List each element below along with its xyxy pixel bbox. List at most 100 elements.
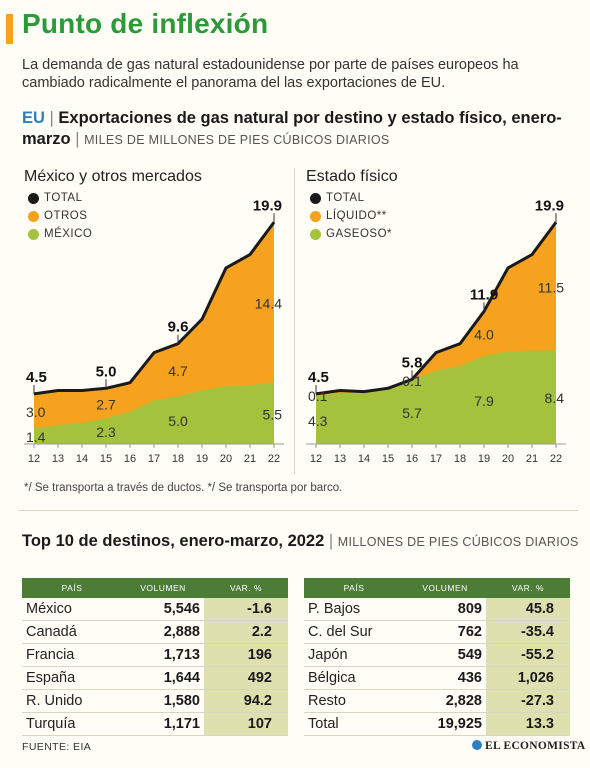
x-tick-label: 21 [526, 453, 538, 465]
table-title-divider: | [328, 532, 334, 550]
unit-divider: | [75, 130, 80, 148]
brand-logo: EL ECONOMISTA [472, 740, 586, 752]
x-tick-label: 17 [148, 453, 160, 465]
x-tick-label: 22 [550, 453, 562, 465]
x-tick-label: 20 [502, 453, 514, 465]
area-series-2 [316, 350, 556, 444]
brand-name: EL ECONOMISTA [485, 740, 586, 752]
title-divider: | [49, 109, 54, 127]
x-tick-label: 12 [310, 453, 322, 465]
data-label: 2.3 [96, 424, 116, 440]
table-row: C. del Sur 762 -35.4 [304, 620, 570, 644]
x-tick-label: 21 [244, 453, 256, 465]
legend-dot-gaseoso [310, 228, 321, 240]
legend-dot-mexico [28, 228, 39, 240]
cell-pais: P. Bajos [304, 598, 404, 621]
cell-var: 1,026 [486, 666, 570, 690]
x-tick-label: 17 [430, 453, 442, 465]
cell-volumen: 2,888 [122, 620, 204, 644]
table-row: Turquía 1,171 107 [22, 712, 288, 736]
cell-pais: C. del Sur [304, 620, 404, 644]
data-label: 5.0 [96, 363, 117, 380]
data-label: 4.5 [26, 369, 47, 386]
data-label: 4.3 [308, 413, 328, 429]
total-line [33, 221, 276, 396]
cell-pais: Canadá [22, 620, 122, 644]
col-header-pais: PAÍS [22, 578, 122, 598]
cell-var: 492 [204, 666, 288, 690]
col-header-volumen: VOLUMEN [122, 578, 204, 598]
x-tick-label: 14 [76, 453, 88, 465]
x-tick-label: 15 [100, 453, 112, 465]
section-title: EU | Exportaciones de gas natural por de… [22, 108, 582, 151]
table-row: Canadá 2,888 2.2 [22, 620, 288, 644]
x-tick-label: 18 [454, 453, 466, 465]
x-tick-label: 19 [478, 453, 490, 465]
legend-mexico: MÉXICO [28, 228, 92, 240]
legend-label: TOTAL [44, 192, 83, 204]
data-label: 14.4 [255, 295, 282, 311]
cell-volumen: 5,546 [122, 598, 204, 621]
cell-pais: Japón [304, 643, 404, 667]
legend-label: GASEOSO* [326, 228, 392, 240]
x-tick-label: 16 [124, 453, 136, 465]
cell-var: -55.2 [486, 643, 570, 667]
x-tick-label: 15 [382, 453, 394, 465]
table-row: España 1,644 492 [22, 666, 288, 690]
title-accent-bar [6, 14, 13, 44]
table-row: R. Unido 1,580 94.2 [22, 689, 288, 713]
data-label: 0.1 [308, 388, 328, 404]
cell-volumen: 1,171 [122, 712, 204, 736]
data-label: 4.7 [168, 363, 188, 379]
table-row: Resto 2,828 -27.3 [304, 689, 570, 713]
legend-total: TOTAL [310, 192, 392, 204]
data-label: 4.5 [308, 369, 329, 386]
cell-volumen: 19,925 [404, 712, 486, 736]
data-label: 8.4 [545, 390, 565, 406]
legend-liquido: LÍQUIDO** [310, 210, 392, 222]
x-tick-label: 18 [172, 453, 184, 465]
data-label: 5.0 [168, 413, 188, 429]
cell-pais: R. Unido [22, 689, 122, 713]
x-tick-label: 14 [358, 453, 370, 465]
col-header-pais: PAÍS [304, 578, 404, 598]
data-label: 19.9 [253, 197, 282, 214]
cell-var: 13.3 [486, 712, 570, 736]
cell-var: -1.6 [204, 598, 288, 621]
data-label: 11.5 [538, 279, 564, 295]
footnote: */ Se transporta a través de ductos. */ … [24, 482, 343, 494]
cell-pais: México [22, 598, 122, 621]
cell-var: 94.2 [204, 689, 288, 713]
data-label: 5.7 [402, 405, 422, 421]
section-separator [18, 510, 578, 511]
cell-volumen: 436 [404, 666, 486, 690]
cell-volumen: 2,828 [404, 689, 486, 713]
col-header-volumen: VOLUMEN [404, 578, 486, 598]
table-row: Bélgica 436 1,026 [304, 666, 570, 690]
globe-icon [472, 740, 482, 750]
cell-var: -27.3 [486, 689, 570, 713]
cell-volumen: 762 [404, 620, 486, 644]
cell-volumen: 1,580 [122, 689, 204, 713]
legend-label: MÉXICO [44, 228, 93, 240]
legend-dot-total [310, 192, 321, 204]
data-label: 4.0 [474, 327, 494, 343]
area-series-2 [34, 382, 274, 444]
table-row: P. Bajos 809 45.8 [304, 598, 570, 621]
cell-var: 196 [204, 643, 288, 667]
col-header-var: VAR. % [486, 578, 570, 598]
legend-label: OTROS [44, 210, 88, 222]
legend-gaseoso: GASEOSO* [310, 228, 392, 240]
x-tick-label: 20 [220, 453, 232, 465]
section-unit: MILES DE MILLONES DE PIES CÚBICOS DIARIO… [84, 133, 390, 147]
cell-pais: Total [304, 712, 404, 736]
chart2-title: Estado físico [306, 168, 398, 185]
cell-volumen: 1,713 [122, 643, 204, 667]
cell-var: 45.8 [486, 598, 570, 621]
legend-label: LÍQUIDO** [326, 210, 387, 222]
cell-var: -35.4 [486, 620, 570, 644]
cell-var: 107 [204, 712, 288, 736]
cell-volumen: 549 [404, 643, 486, 667]
chart-mexico-otros: 12 13 14 15 16 17 18 19 20 21 22 4.5 5.0 9.6 19.9 3.0 2.… [24, 197, 284, 465]
charts-divider [294, 168, 295, 474]
